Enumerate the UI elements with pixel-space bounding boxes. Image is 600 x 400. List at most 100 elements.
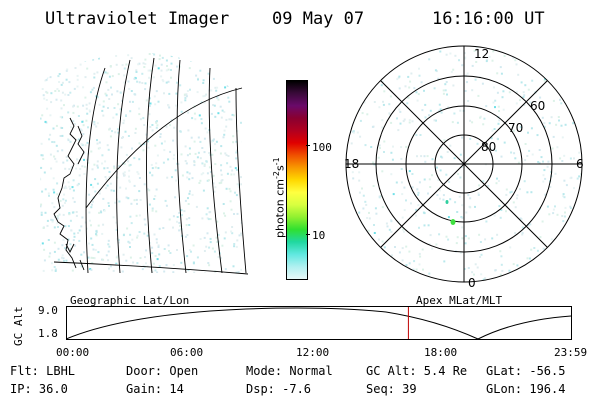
emission-pixel	[386, 225, 389, 228]
emission-pixel	[55, 98, 58, 101]
emission-pixel	[508, 91, 511, 94]
emission-pixel	[136, 202, 138, 205]
emission-pixel	[247, 235, 249, 237]
emission-pixel	[526, 155, 529, 157]
emission-pixel	[75, 49, 77, 51]
emission-pixel	[238, 48, 240, 50]
emission-pixel	[439, 108, 442, 111]
emission-pixel	[366, 113, 369, 116]
emission-pixel	[221, 244, 224, 247]
emission-pixel	[32, 93, 34, 95]
emission-pixel	[403, 230, 405, 233]
emission-pixel	[62, 238, 65, 241]
emission-pixel	[61, 256, 63, 259]
emission-pixel	[250, 167, 252, 169]
emission-pixel	[57, 75, 60, 78]
emission-pixel	[463, 268, 466, 270]
mlt-label-0: 0	[468, 276, 476, 290]
emission-pixel	[408, 119, 411, 122]
emission-pixel	[191, 277, 193, 279]
timeline-left-title: Geographic Lat/Lon	[70, 294, 190, 307]
emission-pixel	[214, 163, 217, 166]
emission-pixel	[136, 171, 139, 174]
emission-pixel	[161, 79, 164, 81]
emission-pixel	[369, 258, 372, 261]
emission-pixel	[151, 207, 154, 210]
emission-pixel	[193, 112, 196, 115]
door-info: Door: Open	[126, 364, 199, 378]
emission-pixel	[362, 272, 365, 275]
emission-pixel	[421, 248, 424, 251]
emission-pixel	[408, 170, 411, 173]
emission-pixel	[133, 157, 136, 160]
emission-pixel	[176, 162, 179, 165]
emission-pixel	[77, 115, 80, 117]
timeline-axis-label: GC Alt	[12, 306, 25, 346]
emission-pixel	[61, 127, 64, 129]
emission-pixel	[74, 67, 77, 69]
emission-pixel	[213, 66, 216, 68]
emission-pixel	[52, 127, 55, 130]
emission-pixel	[95, 234, 98, 237]
emission-pixel	[212, 275, 214, 277]
emission-pixel	[415, 268, 418, 271]
emission-pixel	[433, 119, 436, 122]
emission-pixel	[539, 96, 542, 99]
emission-pixel	[589, 211, 591, 213]
emission-pixel	[142, 62, 145, 65]
emission-pixel	[536, 134, 539, 137]
emission-pixel	[174, 169, 177, 172]
emission-pixel	[126, 227, 129, 230]
emission-pixel	[346, 102, 347, 104]
emission-pixel	[40, 78, 43, 81]
emission-pixel	[418, 181, 421, 184]
emission-pixel	[178, 56, 180, 59]
emission-pixel	[130, 222, 133, 225]
emission-pixel	[78, 174, 81, 177]
emission-pixel	[73, 87, 76, 90]
instrument-title: Ultraviolet Imager	[45, 9, 230, 29]
emission-pixel	[409, 286, 411, 288]
emission-pixel	[165, 264, 168, 266]
emission-pixel	[43, 97, 46, 100]
emission-pixel	[109, 182, 112, 185]
emission-pixel	[71, 211, 74, 214]
emission-pixel	[492, 148, 495, 151]
emission-pixel	[98, 211, 101, 214]
emission-pixel	[427, 224, 430, 227]
emission-pixel	[250, 210, 252, 212]
emission-pixel	[516, 197, 518, 200]
emission-pixel	[212, 104, 215, 106]
emission-pixel	[119, 108, 122, 111]
emission-pixel	[405, 245, 408, 248]
dsp-info: Dsp: -7.6	[246, 382, 312, 396]
emission-pixel	[95, 233, 97, 236]
emission-pixel	[76, 74, 79, 77]
colorbar-tick-10: 10	[312, 229, 326, 242]
emission-pixel	[108, 170, 111, 173]
emission-pixel	[92, 186, 95, 189]
emission-pixel	[415, 91, 418, 94]
emission-pixel	[483, 117, 486, 120]
emission-pixel	[235, 151, 238, 154]
emission-pixel	[154, 166, 157, 169]
emission-pixel	[107, 239, 110, 242]
emission-pixel	[128, 53, 131, 54]
emission-pixel	[193, 271, 196, 273]
emission-pixel	[235, 149, 238, 152]
emission-pixel	[123, 67, 126, 70]
emission-pixel	[118, 241, 120, 244]
lat-label-60: 60	[530, 99, 545, 113]
emission-pixel	[227, 84, 230, 87]
emission-pixel	[159, 135, 162, 138]
emission-pixel	[203, 101, 206, 104]
emission-pixel	[31, 91, 33, 93]
emission-pixel	[418, 67, 420, 70]
emission-pixel	[124, 130, 127, 133]
emission-pixel	[37, 79, 39, 81]
emission-pixel	[149, 51, 151, 53]
emission-pixel	[111, 130, 113, 133]
emission-pixel	[459, 153, 462, 156]
emission-pixel	[80, 275, 82, 277]
emission-pixel	[188, 147, 191, 150]
